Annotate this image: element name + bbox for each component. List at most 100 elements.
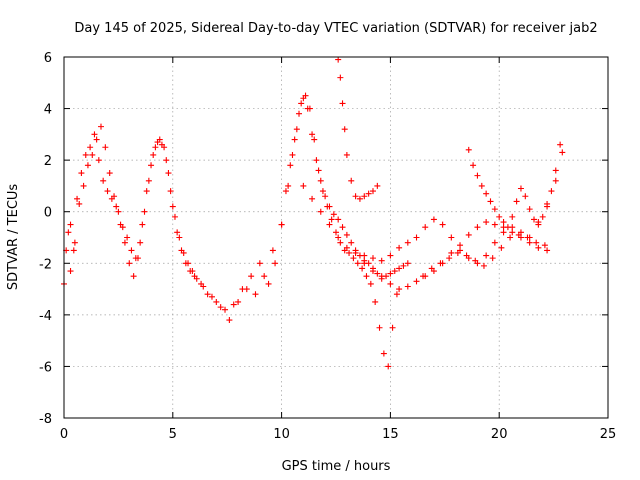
- data-point: [335, 56, 342, 63]
- y-tick-label: 4: [44, 103, 52, 118]
- data-point: [391, 268, 398, 275]
- data-point: [404, 239, 411, 246]
- data-point: [65, 229, 72, 236]
- data-point: [169, 203, 176, 210]
- data-point: [413, 278, 420, 285]
- data-point: [137, 239, 144, 246]
- data-point: [70, 247, 77, 254]
- data-point: [119, 224, 126, 231]
- data-point: [319, 188, 326, 195]
- data-point: [89, 151, 96, 158]
- data-point: [309, 195, 316, 202]
- data-point: [302, 92, 309, 99]
- data-point: [80, 182, 87, 189]
- data-point: [293, 126, 300, 133]
- data-point: [252, 291, 259, 298]
- data-point: [531, 216, 538, 223]
- data-point: [504, 224, 511, 231]
- data-point: [552, 177, 559, 184]
- data-point: [515, 231, 522, 238]
- data-point: [282, 188, 289, 195]
- data-point: [559, 149, 566, 156]
- data-point: [380, 350, 387, 357]
- data-point: [269, 247, 276, 254]
- data-point: [130, 273, 137, 280]
- data-point: [352, 249, 359, 256]
- data-point: [335, 216, 342, 223]
- data-point: [463, 252, 470, 259]
- data-point: [150, 151, 157, 158]
- data-point: [296, 110, 303, 117]
- data-point: [544, 203, 551, 210]
- data-point: [428, 265, 435, 272]
- data-point: [95, 157, 102, 164]
- data-point: [389, 324, 396, 331]
- series-arc-1: [61, 131, 263, 313]
- data-point: [470, 162, 477, 169]
- data-point: [78, 170, 85, 177]
- data-point: [343, 151, 350, 158]
- data-point: [483, 219, 490, 226]
- y-tick-label: 0: [44, 206, 52, 221]
- data-point: [359, 265, 366, 272]
- x-tick-label: 25: [600, 427, 617, 442]
- data-point: [278, 221, 285, 228]
- data-point: [498, 244, 505, 251]
- data-point: [404, 260, 411, 267]
- data-point: [369, 255, 376, 262]
- series-arc-3: [265, 95, 411, 287]
- data-point: [333, 229, 339, 236]
- data-point: [396, 286, 403, 293]
- data-point: [509, 213, 516, 220]
- data-point: [393, 291, 400, 298]
- data-point: [420, 273, 427, 280]
- data-point: [522, 193, 529, 200]
- data-point: [91, 131, 98, 138]
- data-point: [378, 257, 385, 264]
- data-point: [352, 193, 359, 200]
- data-point: [115, 208, 122, 215]
- x-tick-label: 20: [491, 427, 508, 442]
- data-point: [326, 221, 333, 228]
- data-point: [535, 244, 542, 251]
- data-point: [483, 190, 490, 197]
- data-point: [361, 252, 368, 259]
- data-point: [87, 144, 94, 151]
- data-point: [354, 260, 361, 267]
- data-point: [67, 221, 74, 228]
- data-point: [121, 239, 128, 246]
- data-point: [317, 177, 324, 184]
- data-point: [261, 273, 268, 280]
- data-point: [143, 188, 150, 195]
- data-point: [343, 244, 350, 251]
- data-point: [113, 203, 120, 210]
- data-point: [139, 221, 146, 228]
- data-point: [235, 298, 242, 305]
- data-point: [489, 255, 496, 262]
- y-tick-label: -4: [39, 309, 52, 324]
- data-point: [448, 249, 455, 256]
- data-point: [376, 324, 383, 331]
- data-point: [437, 260, 444, 267]
- data-point: [533, 239, 540, 246]
- data-point: [111, 193, 118, 200]
- data-point: [343, 231, 350, 238]
- data-point: [213, 298, 220, 305]
- data-point: [500, 229, 507, 236]
- y-axis-label: SDTVAR / TECUs: [6, 184, 21, 291]
- data-point: [507, 234, 514, 241]
- data-point: [165, 170, 172, 177]
- data-point: [474, 172, 481, 179]
- data-point: [480, 262, 487, 269]
- data-point: [404, 283, 411, 290]
- data-point: [141, 208, 148, 215]
- data-point: [422, 224, 429, 231]
- data-point: [328, 216, 335, 223]
- data-point: [526, 239, 533, 246]
- data-point: [483, 252, 490, 259]
- data-point: [369, 188, 376, 195]
- data-point: [526, 206, 533, 213]
- data-point: [491, 221, 498, 228]
- data-point: [128, 247, 135, 254]
